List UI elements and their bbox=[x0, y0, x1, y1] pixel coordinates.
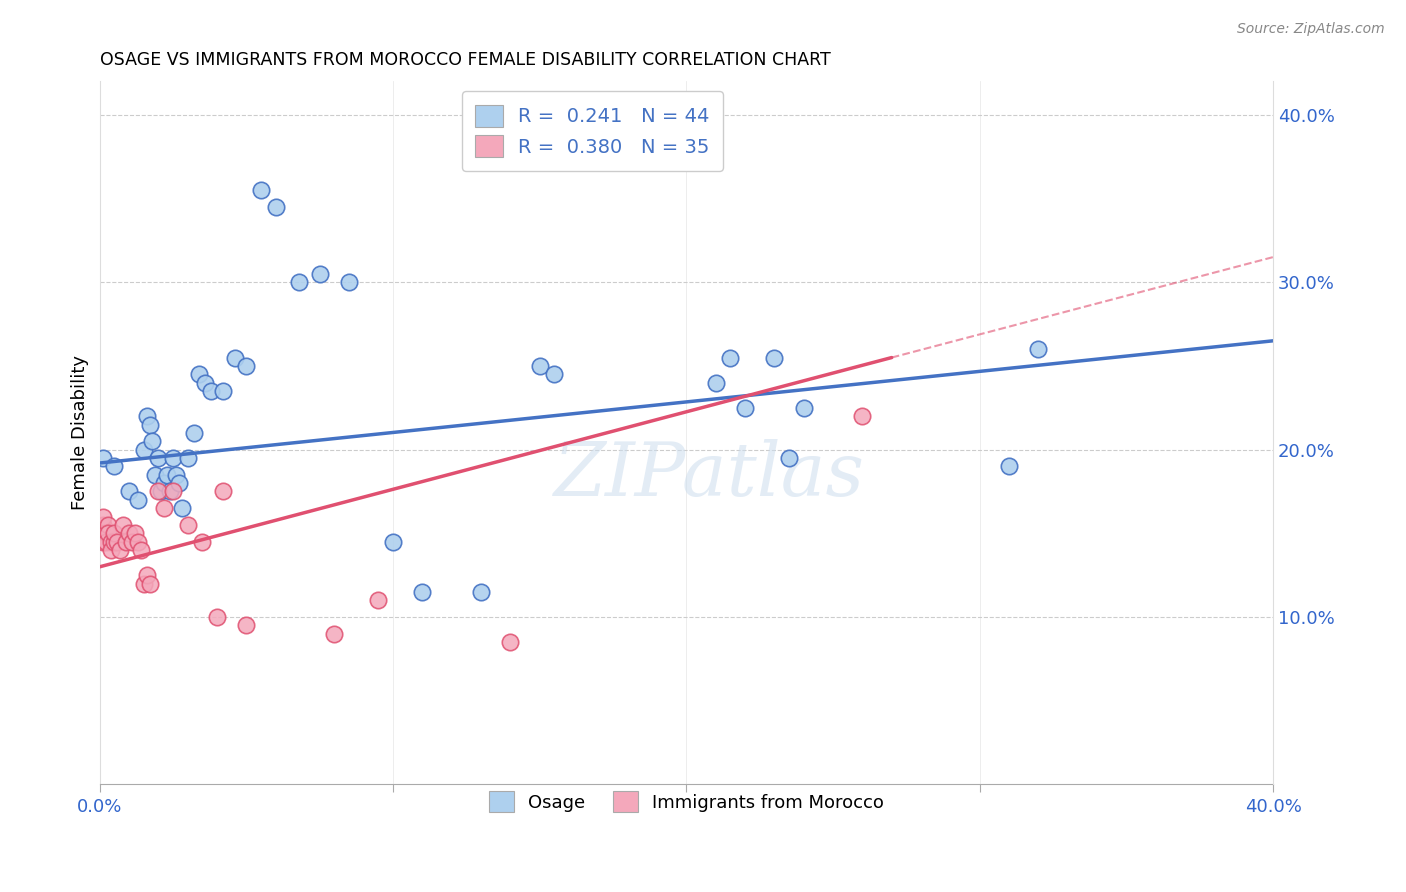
Legend: Osage, Immigrants from Morocco: Osage, Immigrants from Morocco bbox=[477, 779, 897, 824]
Point bbox=[793, 401, 815, 415]
Text: ZIPatlas: ZIPatlas bbox=[554, 439, 865, 511]
Point bbox=[103, 526, 125, 541]
Point bbox=[162, 484, 184, 499]
Y-axis label: Female Disability: Female Disability bbox=[72, 355, 89, 510]
Point bbox=[288, 275, 311, 289]
Point bbox=[851, 409, 873, 424]
Point bbox=[162, 450, 184, 465]
Point bbox=[734, 401, 756, 415]
Point bbox=[105, 534, 128, 549]
Point bbox=[224, 351, 246, 365]
Point bbox=[176, 450, 198, 465]
Point bbox=[188, 368, 211, 382]
Point bbox=[176, 518, 198, 533]
Point bbox=[148, 484, 170, 499]
Point bbox=[205, 610, 228, 624]
Point bbox=[108, 543, 131, 558]
Point bbox=[235, 618, 257, 632]
Point bbox=[159, 484, 181, 499]
Point bbox=[100, 543, 122, 558]
Point bbox=[183, 425, 205, 440]
Point bbox=[470, 585, 492, 599]
Point bbox=[97, 518, 120, 533]
Point bbox=[156, 467, 179, 482]
Point bbox=[91, 509, 114, 524]
Point bbox=[103, 459, 125, 474]
Point bbox=[1028, 342, 1050, 356]
Point bbox=[91, 450, 114, 465]
Point bbox=[138, 576, 160, 591]
Point bbox=[115, 534, 138, 549]
Point bbox=[167, 476, 190, 491]
Point bbox=[165, 467, 187, 482]
Point bbox=[91, 518, 114, 533]
Point bbox=[150, 484, 173, 499]
Point bbox=[145, 467, 167, 482]
Point bbox=[132, 442, 155, 457]
Point bbox=[264, 200, 287, 214]
Point bbox=[135, 568, 157, 582]
Point bbox=[529, 359, 551, 373]
Point bbox=[411, 585, 433, 599]
Point bbox=[112, 518, 135, 533]
Point bbox=[250, 183, 273, 197]
Point bbox=[153, 501, 176, 516]
Point bbox=[367, 593, 389, 607]
Point bbox=[121, 534, 143, 549]
Point bbox=[100, 534, 122, 549]
Point bbox=[212, 384, 235, 398]
Point bbox=[141, 434, 163, 449]
Point bbox=[97, 526, 120, 541]
Point bbox=[127, 534, 149, 549]
Point bbox=[778, 450, 800, 465]
Point bbox=[138, 417, 160, 432]
Point bbox=[323, 627, 346, 641]
Point bbox=[191, 534, 214, 549]
Point bbox=[543, 368, 565, 382]
Point bbox=[212, 484, 235, 499]
Point bbox=[194, 376, 217, 390]
Point bbox=[337, 275, 360, 289]
Point bbox=[124, 526, 146, 541]
Point bbox=[148, 450, 170, 465]
Point bbox=[499, 635, 522, 649]
Point bbox=[127, 492, 149, 507]
Point bbox=[94, 534, 117, 549]
Point bbox=[94, 526, 117, 541]
Point bbox=[135, 409, 157, 424]
Point bbox=[153, 476, 176, 491]
Point bbox=[129, 543, 152, 558]
Text: OSAGE VS IMMIGRANTS FROM MOROCCO FEMALE DISABILITY CORRELATION CHART: OSAGE VS IMMIGRANTS FROM MOROCCO FEMALE … bbox=[100, 51, 831, 69]
Point bbox=[200, 384, 222, 398]
Point bbox=[704, 376, 727, 390]
Point bbox=[91, 534, 114, 549]
Point bbox=[998, 459, 1021, 474]
Point bbox=[235, 359, 257, 373]
Point bbox=[382, 534, 405, 549]
Point bbox=[763, 351, 786, 365]
Point bbox=[718, 351, 741, 365]
Point bbox=[118, 526, 141, 541]
Point bbox=[132, 576, 155, 591]
Text: Source: ZipAtlas.com: Source: ZipAtlas.com bbox=[1237, 22, 1385, 37]
Point bbox=[103, 534, 125, 549]
Point bbox=[170, 501, 193, 516]
Point bbox=[118, 484, 141, 499]
Point bbox=[308, 267, 330, 281]
